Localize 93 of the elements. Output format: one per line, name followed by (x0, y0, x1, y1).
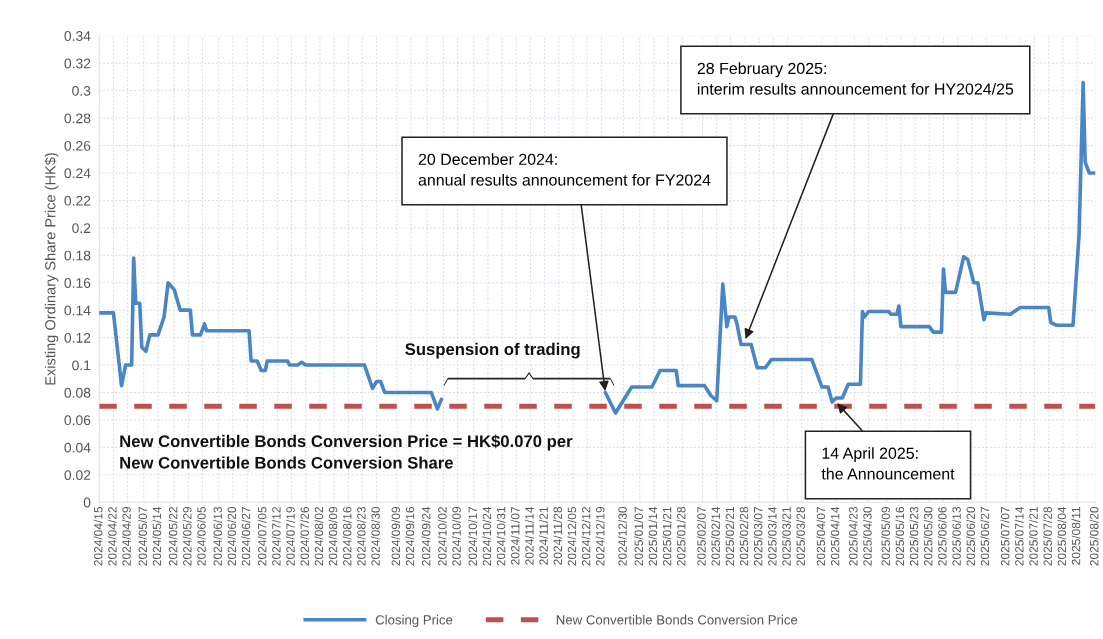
x-tick-label: 2025/07/21 (1028, 507, 1038, 566)
x-tick-label: 2024/04/29 (122, 506, 131, 566)
x-tick-label: 2025/04/30 (862, 506, 872, 566)
x-tick-label: 2025/07/14 (1014, 506, 1024, 566)
x-tick-label: 2024/12/19 (595, 506, 605, 566)
annotation: 14 April 2025: the Announcement (821, 447, 955, 480)
annotation: 20 December 2024: annual results announcement for FY2024 (418, 153, 711, 186)
y-tick-label: 0.26 (64, 140, 91, 151)
x-tick-label: 2024/06/20 (227, 506, 237, 566)
y-tick-label: 0.04 (64, 442, 91, 453)
x-tick-label: 2025/02/28 (739, 506, 749, 566)
x-tick-label: 2025/04/14 (830, 506, 840, 566)
y-axis-title: Existing Ordinary Share Price (HK$) (44, 153, 59, 385)
x-tick-label: 2024/05/14 (152, 506, 162, 566)
x-tick-label: 2024/07/26 (300, 506, 309, 566)
x-tick-label: 2025/06/13 (952, 506, 961, 566)
x-tick-label: 2025/02/07 (696, 507, 706, 566)
y-tick-label: 0.3 (72, 86, 91, 96)
x-tick-label: 2024/10/17 (468, 507, 477, 566)
annotation: Suspension of trading (405, 342, 580, 359)
x-tick-label: 2024/12/30 (618, 506, 627, 566)
x-tick-label: 2025/01/28 (676, 506, 686, 566)
x-tick-label: 2024/11/21 (539, 507, 548, 565)
x-tick-label: 2024/08/16 (342, 506, 352, 566)
x-tick-label: 2024/11/28 (553, 506, 563, 565)
x-tick-label: 2024/12/12 (581, 507, 591, 566)
x-tick-label: 2024/08/23 (356, 506, 366, 566)
x-tick-label: 2025/07/07 (1000, 507, 1010, 566)
x-tick-label: 2025/02/21 (725, 507, 735, 566)
y-tick-label: 0.28 (64, 113, 91, 124)
legend-label: Closing Price (375, 614, 453, 628)
y-tick-label: 0.34 (64, 31, 91, 41)
x-tick-label: 2024/08/02 (314, 507, 324, 566)
x-tick-label: 2024/09/09 (391, 506, 401, 566)
x-tick-label: 2025/02/14 (711, 506, 720, 566)
x-tick-label: 2024/07/05 (257, 506, 267, 566)
x-tick-label: 2024/10/02 (437, 507, 447, 566)
x-tick-label: 2025/05/16 (895, 506, 905, 566)
x-tick-label: 2024/12/05 (567, 506, 577, 566)
x-tick-label: 2024/05/22 (168, 507, 178, 566)
y-tick-label: 0 (83, 497, 91, 508)
x-tick-label: 2025/03/28 (796, 506, 805, 566)
legend-label: New Convertible Bonds Conversion Price (556, 614, 798, 625)
x-tick-label: 2025/05/30 (923, 506, 933, 566)
y-tick-label: 0.14 (64, 305, 91, 316)
x-tick-label: 2024/09/16 (405, 506, 415, 566)
x-tick-label: 2025/06/20 (966, 506, 975, 566)
x-tick-label: 2024/06/13 (213, 506, 222, 566)
x-tick-label: 2024/07/12 (271, 507, 281, 566)
x-tick-label: 2024/06/27 (241, 507, 251, 566)
x-tick-label: 2024/10/09 (452, 506, 461, 566)
x-tick-label: 2024/11/14 (524, 506, 534, 565)
x-tick-label: 2024/05/29 (182, 506, 192, 566)
y-tick-label: 0.02 (64, 470, 91, 480)
x-tick-label: 2025/08/20 (1089, 506, 1099, 566)
x-tick-label: 2025/04/23 (848, 506, 858, 566)
x-tick-label: 2025/07/28 (1043, 506, 1052, 566)
y-tick-label: 0.32 (64, 58, 91, 69)
x-tick-label: 2025/08/11 (1071, 507, 1081, 565)
x-tick-label: 2024/04/22 (107, 507, 117, 566)
x-tick-label: 2024/06/05 (196, 506, 206, 566)
x-tick-label: 2025/05/09 (881, 506, 890, 566)
x-tick-label: 2025/01/21 (662, 507, 672, 566)
x-tick-label: 2025/04/07 (816, 507, 826, 566)
x-tick-label: 2024/10/24 (482, 506, 492, 566)
y-tick-label: 0.12 (64, 332, 91, 343)
annotation: 28 February 2025: interim results announcement for HY2024/25 (697, 62, 1014, 95)
x-tick-label: 2025/06/27 (980, 507, 990, 566)
y-tick-label: 0.16 (64, 278, 91, 288)
y-tick-label: 0.18 (64, 250, 91, 261)
x-tick-label: 2024/10/31 (496, 507, 506, 566)
y-tick-label: 0.1 (72, 360, 91, 371)
x-tick-label: 2025/03/21 (782, 507, 791, 566)
x-tick-label: 2024/07/19 (286, 506, 295, 566)
x-tick-label: 2025/01/14 (648, 506, 658, 566)
y-tick-label: 0.06 (64, 415, 91, 426)
x-tick-label: 2024/08/09 (328, 506, 338, 566)
y-tick-label: 0.2 (72, 223, 91, 234)
x-tick-label: 2025/01/07 (634, 507, 643, 566)
x-tick-label: 2024/08/30 (371, 506, 380, 566)
x-tick-label: 2025/08/04 (1057, 506, 1067, 566)
y-tick-label: 0.08 (64, 387, 91, 398)
x-tick-label: 2025/05/23 (909, 506, 919, 566)
x-tick-label: 2025/06/06 (937, 506, 947, 566)
y-tick-label: 0.24 (64, 168, 91, 179)
x-tick-label: 2024/11/07 (510, 507, 520, 565)
x-tick-label: 2025/03/07 (753, 507, 763, 566)
x-tick-label: 2024/05/07 (138, 507, 148, 566)
x-tick-label: 2024/09/24 (421, 506, 431, 566)
x-tick-label: 2024/04/15 (93, 506, 103, 566)
y-tick-label: 0.22 (64, 195, 91, 206)
annotation: New Convertible Bonds Conversion Price = HK$0.070 per New Convertible Bonds Conversion Share (120, 434, 573, 469)
x-tick-label: 2025/03/14 (767, 506, 777, 566)
